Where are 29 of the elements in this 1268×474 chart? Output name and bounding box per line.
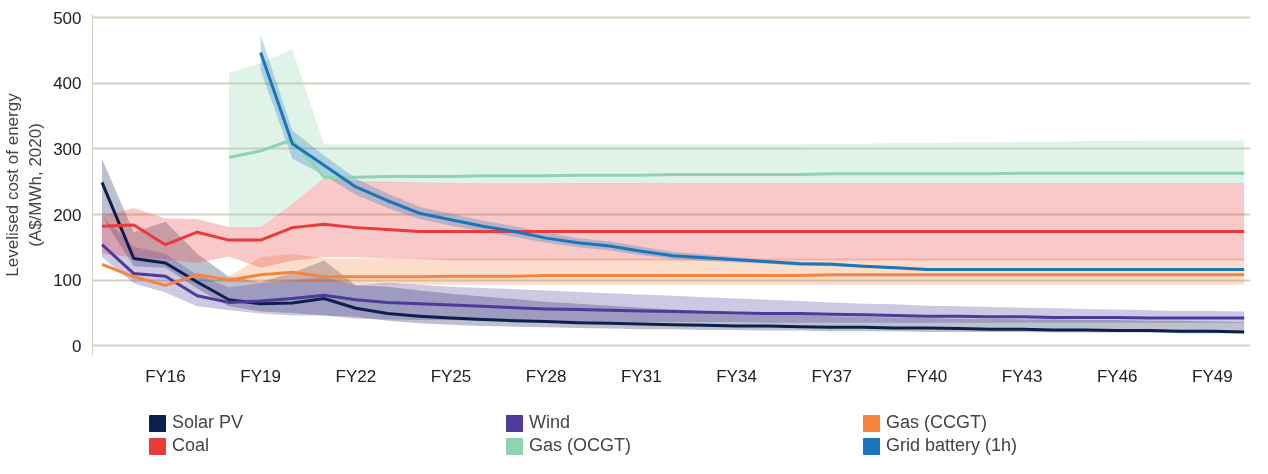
line-series: [100, 243, 1246, 320]
line-series: [100, 262, 1246, 287]
line-series: [227, 138, 1246, 179]
legend-label: Wind: [529, 412, 571, 433]
x-tick-label: FY25: [430, 366, 472, 386]
x-tick-label: FY49: [1192, 366, 1233, 386]
legend-label: Coal: [172, 435, 211, 456]
line-series: [100, 222, 1246, 247]
x-tick-label: FY37: [811, 366, 853, 386]
x-tick-label: FY16: [145, 366, 186, 386]
y-axis-title: Levelised cost of energy (A$/MWh, 2020): [3, 92, 46, 277]
x-tick-label: FY19: [240, 366, 281, 386]
x-tick-label: FY43: [1001, 366, 1043, 386]
x-tick-label: FY34: [716, 366, 757, 386]
legend-label: Grid battery (1h): [886, 435, 1019, 456]
y-tick-label: 100: [53, 271, 82, 291]
legend-label: Gas (CCGT): [886, 412, 988, 433]
y-tick-label: 200: [53, 205, 82, 225]
legend-label: Solar PV: [172, 412, 245, 433]
x-tick-label: FY28: [525, 366, 567, 386]
x-tick-label: FY40: [906, 366, 948, 386]
y-tick-label: 0: [72, 336, 82, 356]
y-tick-label: 300: [53, 139, 82, 159]
y-tick-label: 400: [53, 74, 82, 94]
y-tick-label: 500: [53, 8, 82, 28]
legend-label: Gas (OCGT): [529, 435, 632, 456]
x-tick-label: FY46: [1096, 366, 1138, 386]
x-tick-label: FY31: [621, 366, 662, 386]
x-tick-label: FY22: [335, 366, 377, 386]
